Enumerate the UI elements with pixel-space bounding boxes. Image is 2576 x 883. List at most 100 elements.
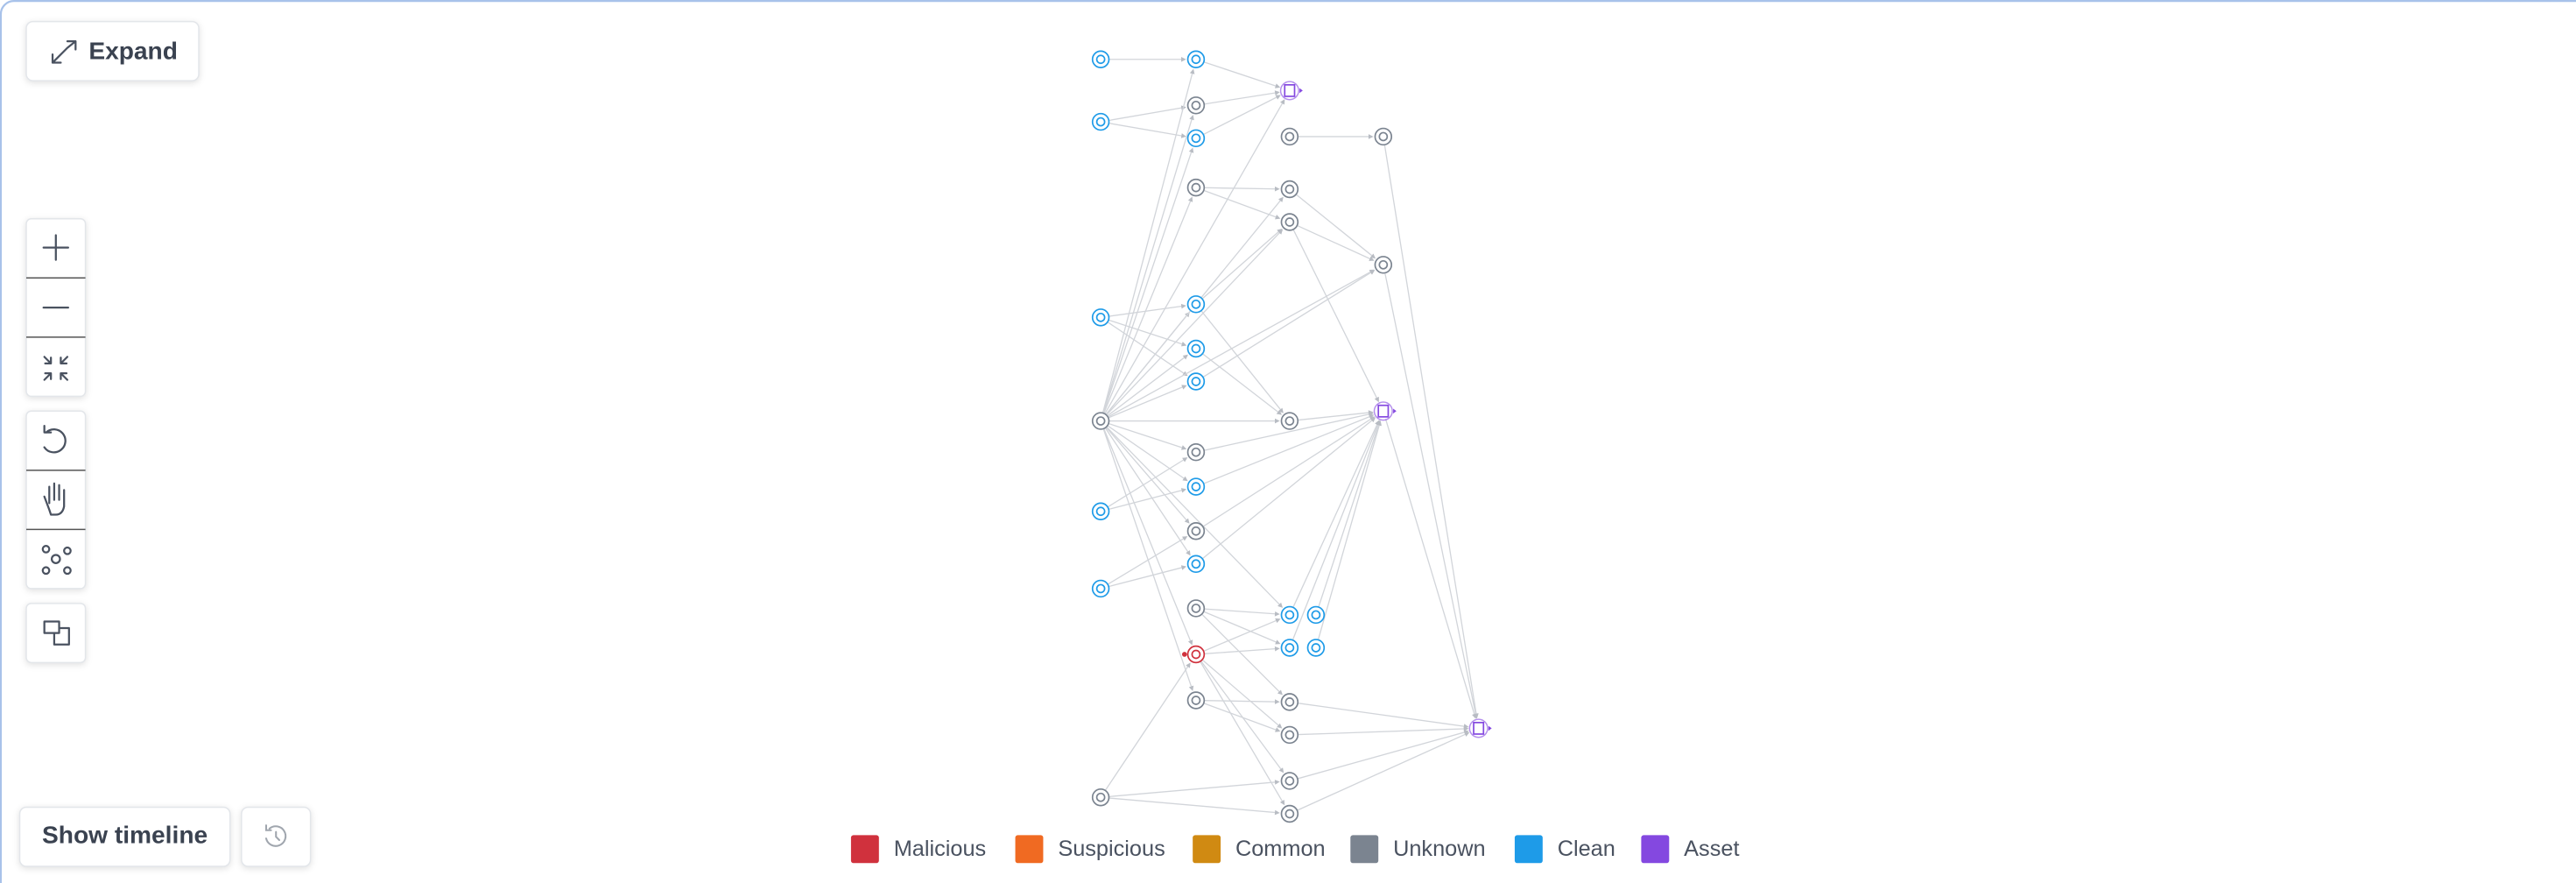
graph-node[interactable] [1280, 127, 1299, 146]
graph-node[interactable] [1186, 442, 1206, 462]
edge-arrow [1275, 639, 1281, 645]
expand-button[interactable]: Expand [25, 20, 200, 81]
graph-node[interactable] [1091, 112, 1110, 131]
pan[interactable] [43, 482, 66, 516]
edge [1109, 123, 1186, 138]
node-ring [1186, 522, 1206, 540]
graph-node[interactable] [1280, 804, 1299, 823]
reset[interactable] [43, 425, 67, 454]
graph-node[interactable] [1186, 522, 1206, 540]
graph-node[interactable] [1186, 477, 1206, 496]
graph-node[interactable] [1280, 772, 1299, 790]
graph-node[interactable] [1280, 412, 1299, 430]
graph-node[interactable] [1186, 50, 1206, 68]
legend-label: Unknown [1393, 837, 1486, 861]
edge [1103, 198, 1193, 414]
graph-node[interactable] [1091, 50, 1110, 68]
edge-arrow [1180, 565, 1187, 570]
edge [1102, 116, 1193, 413]
graph-node[interactable] [1091, 412, 1110, 430]
node-icon [1191, 182, 1201, 193]
node-icon [1191, 604, 1201, 613]
legend-swatch [1350, 835, 1379, 864]
graph-node[interactable] [1280, 725, 1299, 745]
edge [1200, 310, 1284, 413]
graph-node[interactable] [1373, 401, 1397, 421]
graph-node[interactable] [1186, 339, 1206, 358]
graph-node[interactable] [1374, 127, 1393, 146]
node-ring [1186, 555, 1206, 574]
graph-node[interactable] [1186, 599, 1206, 618]
edge-arrow [1181, 445, 1187, 450]
edges [1101, 56, 1479, 816]
graph-node[interactable] [1280, 213, 1299, 231]
edge-arrow [1369, 256, 1375, 261]
fit-view[interactable] [43, 356, 69, 381]
graph-node[interactable] [1306, 639, 1326, 657]
edge-arrow [1374, 396, 1379, 403]
edge [1383, 145, 1478, 717]
node-icon [1284, 730, 1295, 740]
node-ring [1374, 127, 1393, 146]
edge-arrow [1274, 90, 1280, 95]
graph-node[interactable] [1186, 96, 1206, 115]
graph-node[interactable] [1280, 180, 1299, 199]
graph-node[interactable] [1186, 295, 1206, 314]
edge [1292, 421, 1380, 640]
node-ring [1186, 645, 1206, 664]
edge [1204, 187, 1278, 190]
show-timeline-button[interactable] [18, 806, 231, 867]
node-ring [1306, 605, 1326, 625]
graph-node[interactable] [1468, 718, 1492, 738]
edge [1107, 536, 1187, 585]
graph-node[interactable] [1186, 129, 1206, 148]
graph-node[interactable] [1186, 178, 1206, 197]
graph-node[interactable] [1280, 605, 1299, 625]
graph-node[interactable] [1280, 639, 1299, 657]
graph-node[interactable] [1181, 645, 1206, 664]
edge [1203, 611, 1280, 644]
edge [1109, 781, 1278, 798]
edge [1107, 457, 1187, 508]
node-icon [1311, 643, 1321, 653]
edge [1298, 703, 1467, 728]
graph-node[interactable] [1091, 308, 1110, 327]
node-icon [1191, 299, 1201, 309]
node-ring [1186, 477, 1206, 496]
edge [1108, 385, 1186, 419]
node-ring [1091, 112, 1110, 131]
edge [1297, 224, 1374, 261]
graph-node[interactable] [1091, 788, 1110, 807]
graph-node[interactable] [1280, 693, 1299, 711]
edge [1297, 731, 1468, 780]
legend-label: Asset [1684, 837, 1739, 861]
edge [1108, 319, 1186, 346]
node-ring [1280, 180, 1299, 199]
graph-node[interactable] [1306, 605, 1326, 625]
edge [1295, 194, 1376, 258]
graph-node[interactable] [1091, 579, 1110, 598]
graph-node[interactable] [1374, 256, 1393, 274]
edge [1105, 427, 1189, 523]
edge-arrow [1274, 809, 1280, 816]
edge-arrow [1274, 186, 1280, 192]
legend-swatch [1641, 835, 1670, 864]
expand-button-bg[interactable] [25, 20, 200, 81]
graph-node[interactable] [1091, 502, 1110, 520]
graph-node[interactable] [1279, 81, 1303, 101]
edge [1298, 412, 1372, 421]
toolbar [25, 218, 87, 664]
edge-arrow [1188, 685, 1194, 691]
graph-node[interactable] [1186, 691, 1206, 710]
node-ring [1186, 372, 1206, 391]
layout[interactable] [41, 545, 72, 576]
node-icon [1311, 610, 1321, 620]
node-ring [1091, 579, 1110, 598]
graph-node[interactable] [1186, 372, 1206, 391]
node-icon [1191, 696, 1201, 705]
legend-label: Common [1235, 837, 1326, 861]
edge [1104, 427, 1191, 555]
graph-node[interactable] [1186, 555, 1206, 574]
zoom-in[interactable] [42, 234, 69, 261]
edge [1101, 70, 1194, 413]
